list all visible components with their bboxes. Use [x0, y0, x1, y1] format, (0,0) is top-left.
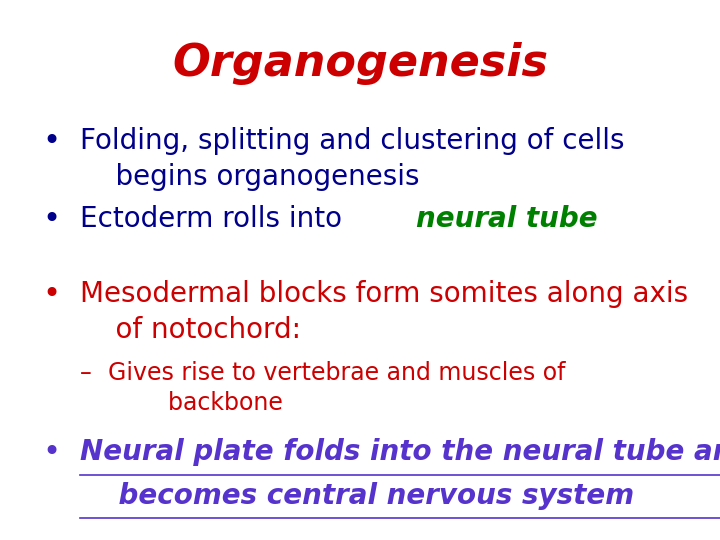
Text: •: •	[42, 127, 60, 157]
Text: neural tube: neural tube	[415, 205, 597, 233]
Text: Neural plate folds into the neural tube and: Neural plate folds into the neural tube …	[80, 438, 720, 467]
Text: –: –	[80, 361, 92, 384]
Text: •: •	[42, 438, 60, 468]
Text: Ectoderm rolls into: Ectoderm rolls into	[80, 205, 351, 233]
Text: •: •	[42, 205, 60, 234]
Text: Gives rise to vertebrae and muscles of
        backbone: Gives rise to vertebrae and muscles of b…	[108, 361, 565, 415]
Text: Mesodermal blocks form somites along axis
    of notochord:: Mesodermal blocks form somites along axi…	[80, 280, 688, 344]
Text: •: •	[42, 280, 60, 309]
Text: becomes central nervous system: becomes central nervous system	[80, 482, 634, 510]
Text: Folding, splitting and clustering of cells
    begins organogenesis: Folding, splitting and clustering of cel…	[80, 127, 624, 191]
Text: Organogenesis: Organogenesis	[172, 42, 548, 85]
